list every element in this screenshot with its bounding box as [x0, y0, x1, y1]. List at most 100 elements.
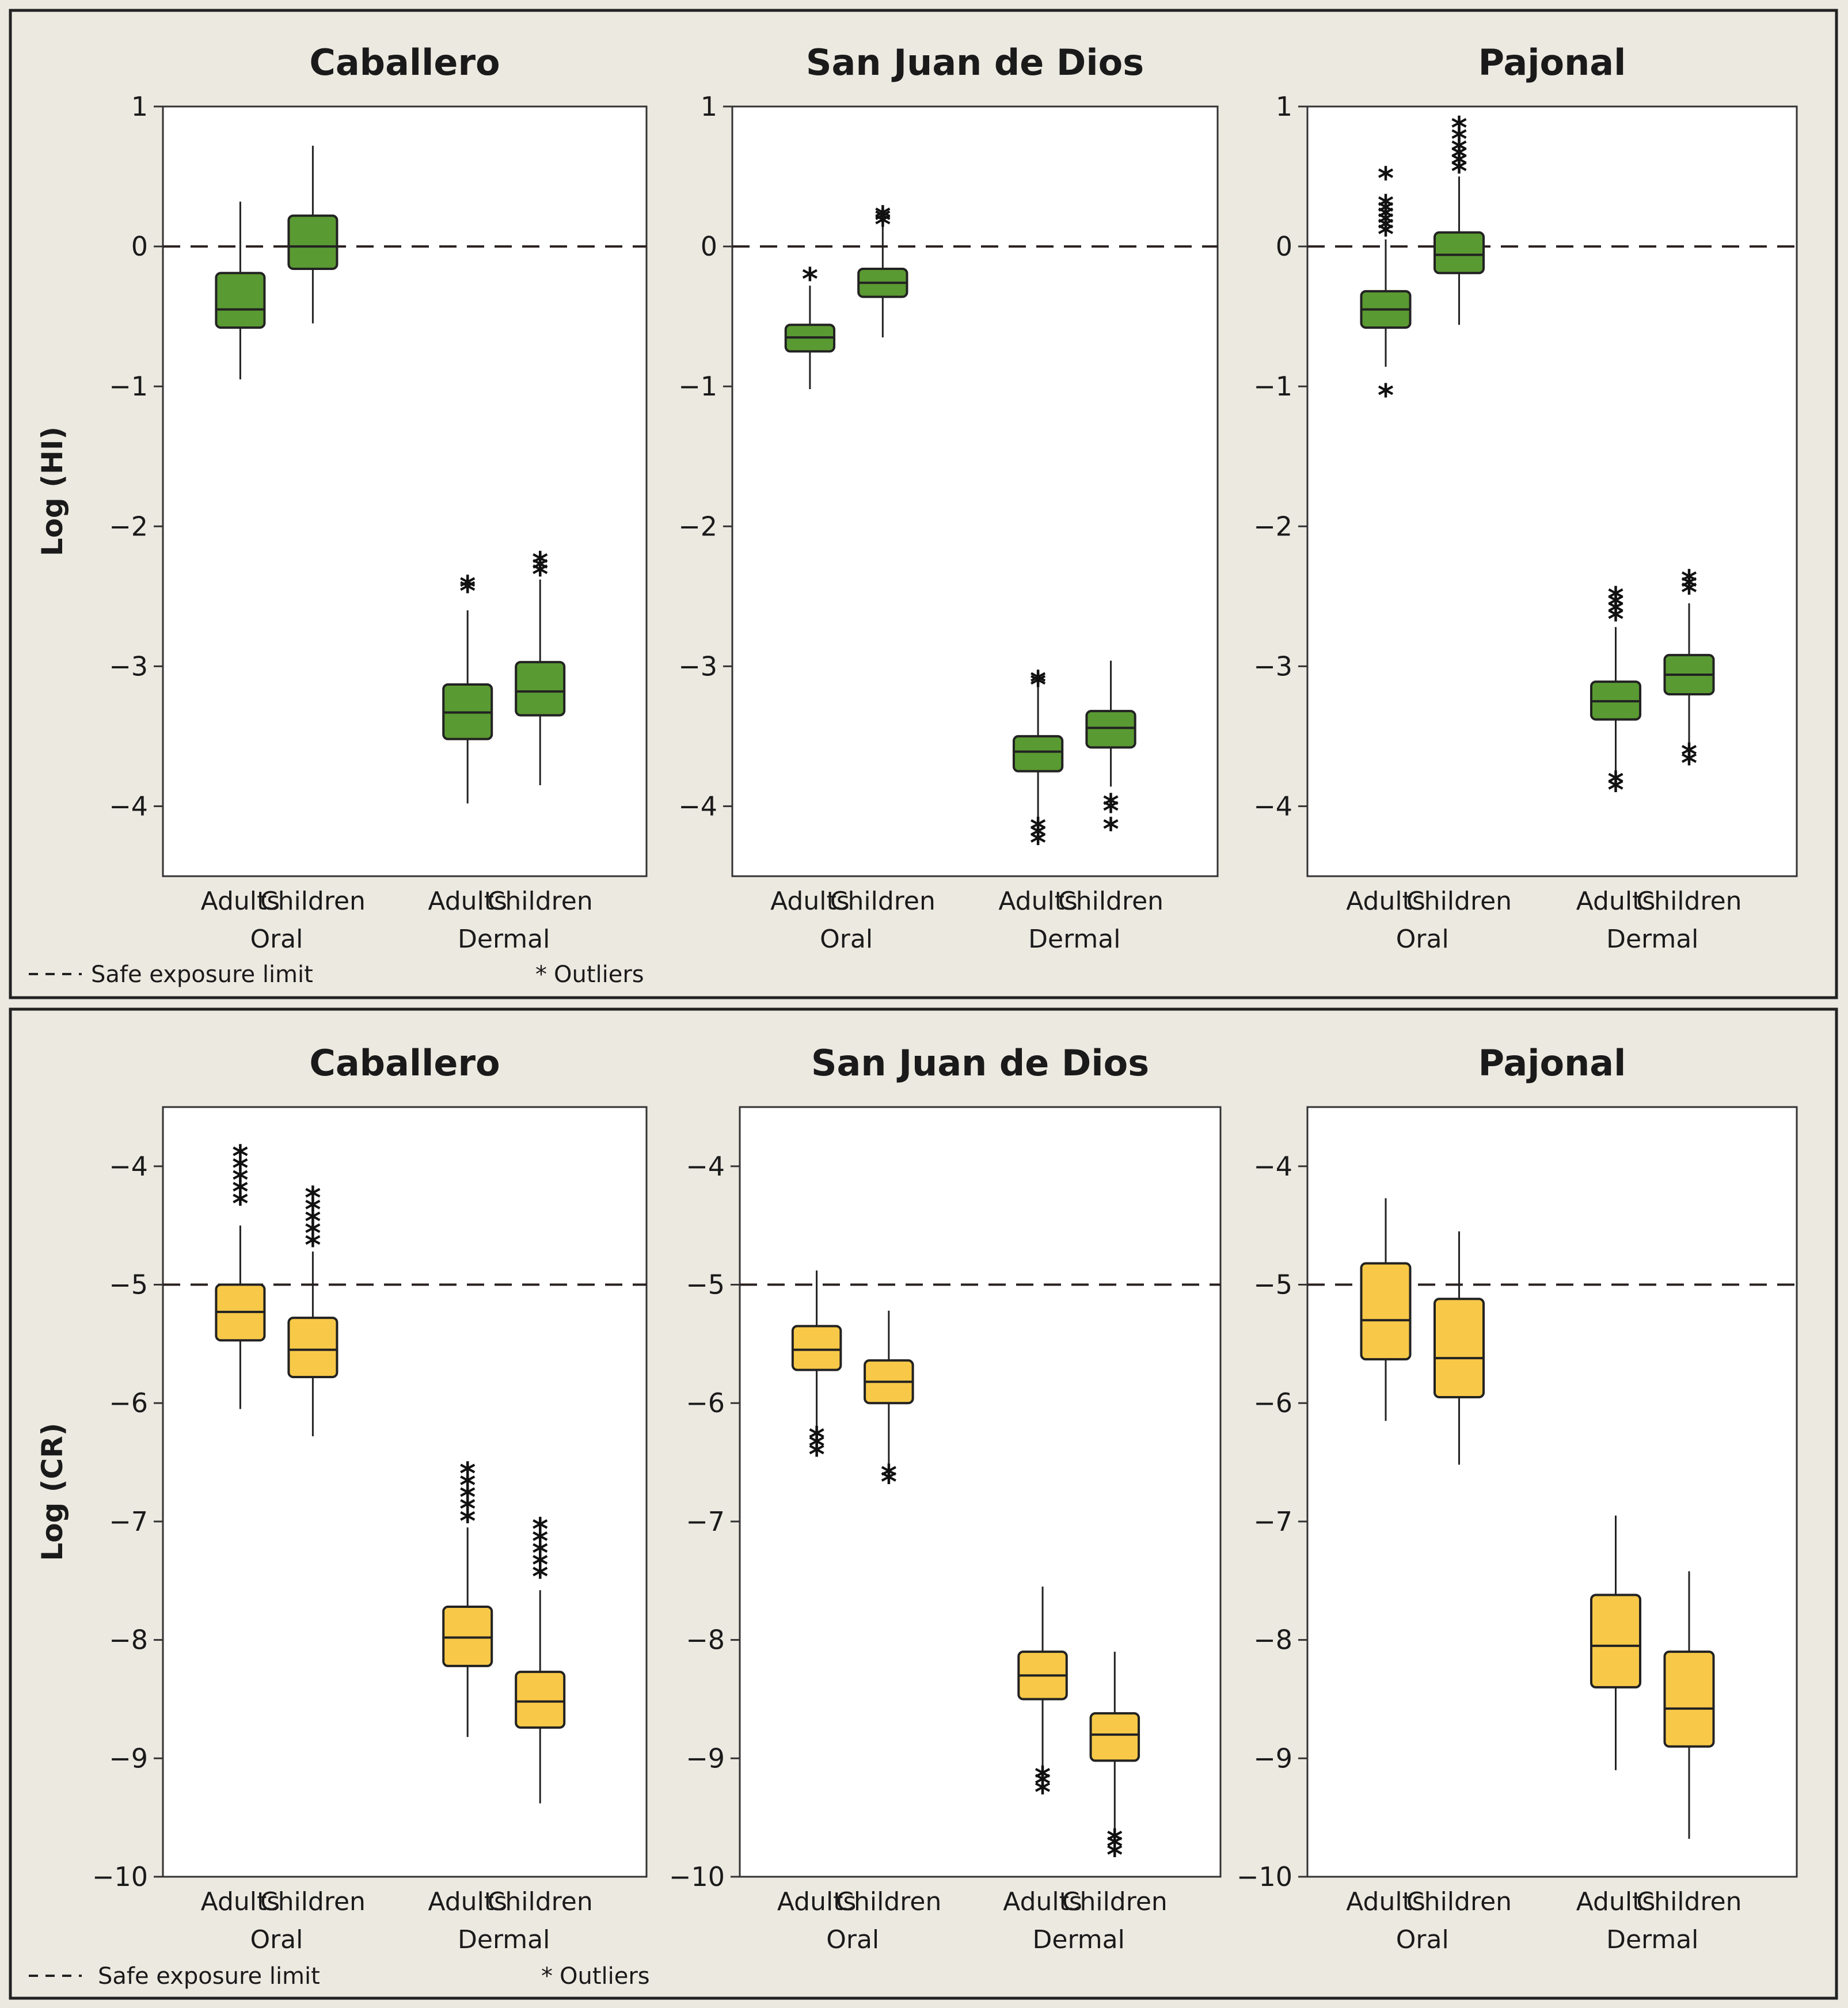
box-dermal-children: ***: [1089, 1652, 1140, 1873]
outlier-marker: *: [459, 569, 476, 605]
outlier-marker: *: [1451, 121, 1467, 157]
x-category-label: Children: [836, 1887, 941, 1916]
outlier-marker: *: [1035, 1766, 1051, 1802]
box-iqr: [1360, 1262, 1412, 1361]
panel-title: Pajonal: [1478, 41, 1626, 83]
panel-hi-san-juan-de-dios: San Juan de Dios10−1−2−3−4*Adults***Chil…: [678, 41, 1219, 954]
box-oral-adults: *****: [215, 1138, 266, 1409]
outlier-marker: *: [1607, 594, 1623, 630]
y-tick-label: −4: [1253, 790, 1292, 822]
plot-area: [162, 1106, 648, 1878]
box-dermal-children: ***: [1085, 660, 1136, 847]
outlier-marker: *: [1681, 575, 1697, 611]
plot-area: [162, 105, 648, 877]
x-category-label: Children: [1636, 887, 1741, 916]
outlier-marker: *: [459, 1480, 476, 1516]
outlier-marker: *: [808, 1420, 824, 1456]
outlier-marker: *: [532, 1558, 548, 1595]
outlier-marker: *: [1607, 601, 1623, 637]
outlier-marker: *: [305, 1192, 321, 1228]
outlier-marker: *: [532, 545, 548, 581]
y-tick-label: −4: [1253, 1151, 1292, 1182]
x-group-label: Oral: [1396, 925, 1449, 954]
y-tick-label: −4: [686, 1151, 725, 1182]
x-category-label: Adults: [770, 887, 850, 916]
x-category-label: Adults: [1003, 1887, 1082, 1916]
bottom-legend-outliers: Outliers: [560, 1963, 650, 1990]
outlier-marker: *: [1378, 188, 1394, 225]
panel-title: San Juan de Dios: [806, 41, 1144, 83]
y-tick-label: 0: [131, 231, 148, 262]
outlier-marker: *: [1607, 580, 1623, 617]
box-iqr: [287, 214, 339, 270]
x-group-label: Dermal: [1033, 1925, 1125, 1954]
x-group-label: Oral: [250, 1925, 303, 1954]
x-category-label: Adults: [428, 887, 507, 916]
outlier-marker: *: [1030, 825, 1046, 861]
x-category-label: Adults: [998, 887, 1078, 916]
y-tick-label: −2: [109, 511, 148, 542]
outlier-marker: *: [1681, 737, 1697, 773]
x-group-label: Dermal: [458, 1925, 550, 1954]
y-tick-label: −6: [1253, 1387, 1292, 1418]
outlier-marker: *: [532, 1511, 548, 1547]
y-tick-label: 1: [131, 91, 148, 122]
box-iqr: [1012, 735, 1064, 773]
y-tick-label: −8: [1253, 1625, 1292, 1656]
box-oral-children: [287, 146, 339, 324]
x-category-label: Children: [488, 887, 593, 916]
top-legend-outliers: Outliers: [554, 961, 644, 988]
outlier-marker: *: [1035, 1760, 1051, 1796]
outlier-marker: *: [874, 202, 891, 238]
y-tick-label: −9: [1253, 1743, 1292, 1774]
x-category-label: Children: [488, 1887, 593, 1916]
plot-area: [1306, 105, 1798, 877]
box-oral-children: **: [864, 1310, 914, 1500]
y-tick-label: 1: [1276, 91, 1292, 122]
y-tick-label: 0: [701, 231, 717, 262]
box-oral-children: *****: [287, 1180, 339, 1436]
box-oral-children: ******: [1433, 110, 1485, 325]
outlier-marker: *: [1035, 1774, 1051, 1811]
box-iqr: [287, 1317, 339, 1378]
y-tick-label: −2: [1253, 511, 1292, 542]
bottom-legend-safe-limit: Safe exposure limit: [98, 1963, 320, 1990]
outlier-marker: *: [1451, 146, 1467, 182]
outlier-marker: *: [1102, 811, 1119, 847]
x-group-label: Oral: [820, 925, 873, 954]
box-dermal-adults: **: [442, 569, 493, 804]
outlier-marker: *: [232, 1186, 248, 1222]
box-iqr: [1085, 710, 1136, 749]
box-iqr: [1089, 1712, 1140, 1762]
outlier-marker: *: [532, 551, 548, 587]
x-category-label: Adults: [201, 1887, 280, 1916]
outlier-marker: *: [232, 1150, 248, 1186]
box-oral-children: [1433, 1231, 1485, 1465]
box-oral-adults: ***: [791, 1270, 842, 1473]
x-group-label: Oral: [250, 925, 303, 954]
x-category-label: Adults: [428, 1887, 507, 1916]
y-tick-label: −1: [1253, 371, 1292, 402]
outlier-marker: *: [459, 1503, 476, 1539]
y-tick-label: −3: [109, 651, 148, 682]
box-iqr: [515, 1671, 566, 1729]
x-group-label: Dermal: [1606, 1925, 1698, 1954]
top-legend-safe-limit: Safe exposure limit: [91, 961, 313, 988]
x-category-label: Children: [260, 1887, 366, 1916]
outlier-marker: *: [1030, 664, 1046, 701]
y-tick-label: 1: [701, 91, 717, 122]
outlier-marker: *: [1451, 132, 1467, 169]
y-tick-label: −1: [109, 371, 148, 402]
outlier-marker: *: [1106, 1837, 1123, 1873]
x-group-label: Dermal: [1028, 925, 1120, 954]
panel-cr-san-juan-de-dios: San Juan de Dios−4−5−6−7−8−9−10***Adults…: [669, 1042, 1222, 1954]
box-dermal-children: ***: [515, 545, 566, 785]
box-dermal-adults: ***: [1017, 1587, 1068, 1811]
outlier-marker: *: [1378, 161, 1394, 197]
x-category-label: Adults: [1576, 1887, 1656, 1916]
x-category-label: Children: [830, 887, 936, 916]
outlier-marker: *: [808, 1428, 824, 1465]
outlier-marker: *: [459, 1456, 476, 1492]
